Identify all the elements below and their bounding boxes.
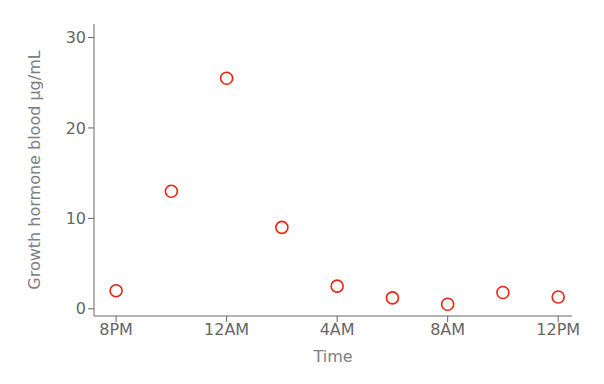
svg-text:8AM: 8AM — [430, 320, 465, 339]
svg-text:Time: Time — [312, 347, 352, 366]
svg-text:4AM: 4AM — [320, 320, 355, 339]
svg-text:Growth hormone blood µg/mL: Growth hormone blood µg/mL — [25, 50, 44, 289]
svg-text:10: 10 — [66, 209, 86, 228]
svg-text:8PM: 8PM — [99, 320, 133, 339]
svg-text:12PM: 12PM — [536, 320, 580, 339]
svg-text:12AM: 12AM — [204, 320, 249, 339]
svg-text:20: 20 — [66, 119, 86, 138]
svg-text:0: 0 — [76, 299, 86, 318]
svg-text:30: 30 — [66, 28, 86, 47]
